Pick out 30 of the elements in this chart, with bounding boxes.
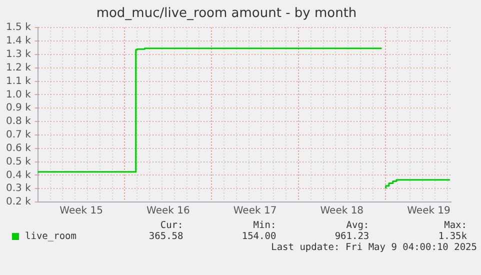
text: 365.58: [148, 231, 184, 242]
text: Avg:: [345, 220, 370, 231]
y-tick-label: 1.4 k: [6, 36, 32, 47]
chart-title: mod_muc/live_room amount - by month: [96, 6, 357, 22]
x-tick-label: Week 15: [60, 206, 103, 217]
text: 154.00: [240, 231, 276, 242]
text: Last update: Fri May 9 04:00:10 2025: [270, 242, 477, 253]
text: 961.23: [334, 231, 370, 242]
y-tick-label: 1.0 k: [6, 89, 32, 100]
y-tick-label: 1.1 k: [6, 76, 32, 87]
y-tick-label: 0.8 k: [6, 116, 32, 128]
text: Cur:: [159, 220, 184, 231]
x-tick-label: Week 17: [233, 206, 277, 217]
text: Max:: [443, 220, 467, 231]
y-tick-label: 1.2 k: [6, 62, 32, 74]
y-tick-label: 1.5 k: [6, 22, 32, 34]
x-tick-label: Week 19: [407, 206, 450, 217]
y-tick-label: 0.9 k: [6, 102, 32, 114]
legend-label: live_room: [25, 231, 76, 242]
y-tick-label: 0.6 k: [6, 142, 32, 154]
y-tick-label: 0.2 k: [6, 196, 32, 208]
y-tick-label: 0.5 k: [6, 156, 32, 168]
text: 1.35k: [437, 231, 467, 242]
y-tick-label: 0.3 k: [6, 183, 32, 194]
y-tick-label: 1.3 k: [6, 49, 32, 60]
y-tick-label: 0.7 k: [6, 130, 32, 141]
text: Min:: [252, 220, 276, 231]
y-tick-label: 0.4 k: [6, 170, 32, 181]
x-tick-label: Week 18: [320, 206, 364, 217]
x-tick-label: Week 16: [146, 206, 190, 217]
